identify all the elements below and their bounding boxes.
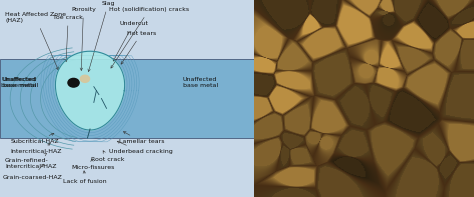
FancyBboxPatch shape [0, 59, 254, 138]
Text: Intercritical-HAZ: Intercritical-HAZ [10, 144, 62, 154]
Text: Root crack: Root crack [91, 151, 125, 162]
Circle shape [68, 78, 79, 87]
Text: Underbead cracking: Underbead cracking [109, 141, 173, 154]
Circle shape [81, 75, 90, 82]
Text: Micro-fissures: Micro-fissures [71, 159, 114, 170]
Text: Porosity: Porosity [71, 7, 96, 71]
Text: Lack of fusion: Lack of fusion [64, 171, 107, 184]
Text: Grain-coarsed-HAZ: Grain-coarsed-HAZ [2, 164, 63, 180]
Text: Toe crack: Toe crack [53, 15, 83, 62]
Text: Heat Affected Zone
(HAZ): Heat Affected Zone (HAZ) [5, 12, 66, 70]
Text: Subcritical-HAZ: Subcritical-HAZ [10, 133, 59, 144]
Text: Undercut: Undercut [113, 21, 148, 61]
Text: Hot (solidification) cracks: Hot (solidification) cracks [109, 7, 189, 68]
Text: Unaffected
base metal: Unaffected base metal [182, 77, 218, 88]
Text: Slag: Slag [88, 1, 115, 72]
Text: Unaffected
base metal: Unaffected base metal [2, 77, 37, 88]
Text: Lamellar tears: Lamellar tears [119, 132, 164, 144]
Polygon shape [55, 51, 125, 130]
Text: Unaffected
base metal: Unaffected base metal [1, 77, 36, 88]
Text: Grain-refined-
Intercritical-HAZ: Grain-refined- Intercritical-HAZ [5, 153, 56, 169]
FancyBboxPatch shape [0, 0, 254, 197]
Text: Hot tears: Hot tears [121, 31, 156, 64]
